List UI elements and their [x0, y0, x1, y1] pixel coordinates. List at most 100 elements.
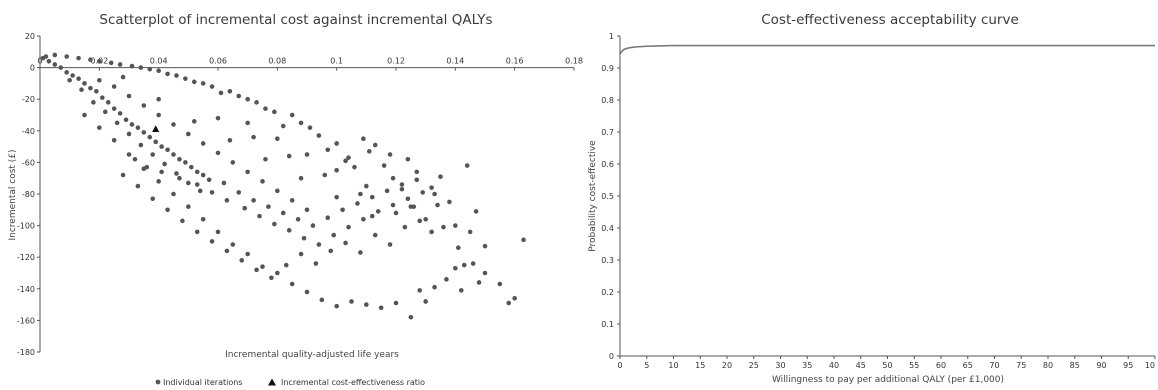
iteration-point: [387, 242, 393, 247]
iteration-point: [215, 229, 221, 235]
iteration-point: [153, 139, 158, 145]
scatterplot-y-tick-label: -20: [22, 95, 35, 104]
ceac-x-tick-label: 45: [856, 361, 866, 370]
iteration-point: [447, 199, 452, 205]
iteration-point: [194, 169, 200, 175]
iteration-point: [372, 232, 378, 238]
iteration-point: [384, 188, 390, 194]
iteration-point: [132, 156, 138, 162]
scatterplot-y-tick-label: -80: [22, 190, 35, 199]
iteration-point: [126, 152, 132, 157]
iteration-point: [191, 79, 197, 85]
iteration-point: [88, 85, 93, 91]
iteration-point: [497, 281, 503, 287]
ceac-y-tick-label: 0.4: [601, 224, 614, 233]
iteration-point: [174, 171, 179, 176]
iteration-point: [272, 109, 277, 115]
ceac-y-tick-label: 0.7: [601, 128, 614, 137]
iteration-point: [441, 224, 446, 230]
scatterplot-y-tick-label: -120: [17, 253, 35, 262]
iteration-point: [358, 191, 363, 197]
iteration-point: [361, 136, 366, 141]
iteration-point: [100, 95, 105, 100]
iteration-point: [378, 305, 384, 311]
iteration-point: [209, 84, 215, 89]
ceac-x-tick-label: 15: [695, 361, 705, 370]
iteration-point: [307, 125, 313, 130]
iteration-point: [304, 207, 310, 213]
iteration-point: [334, 168, 339, 173]
iteration-point: [171, 122, 176, 127]
iteration-point: [280, 210, 286, 216]
iteration-point: [64, 70, 69, 75]
iteration-point: [156, 179, 161, 184]
iteration-point: [316, 133, 322, 138]
iteration-point: [191, 119, 197, 124]
iteration-point: [141, 103, 147, 108]
ceac-y-tick-label: 1: [609, 32, 614, 41]
iteration-point: [186, 180, 191, 186]
ceac-y-tick-label: 0.2: [601, 288, 614, 297]
iteration-point: [180, 218, 185, 224]
iteration-point: [289, 112, 295, 118]
iteration-point: [411, 204, 417, 209]
iteration-point: [453, 265, 458, 271]
iteration-point: [171, 191, 176, 197]
ceac-x-tick-label: 40: [829, 361, 839, 370]
iteration-point: [399, 182, 405, 187]
ceac-x-tick-label: 35: [802, 361, 812, 370]
iteration-point: [171, 152, 176, 157]
iteration-point: [358, 250, 363, 255]
iteration-point: [245, 251, 250, 257]
ceac-x-tick-label: 75: [1016, 361, 1026, 370]
iteration-point: [390, 202, 396, 208]
ceac-x-tick-label: 10: [1145, 361, 1155, 370]
ceac-y-ticks: 1 0.9 0.8 0.7 0.6 0.5 0.4 0.3 0.2 0.1 0: [601, 32, 620, 361]
iteration-point: [189, 164, 194, 170]
ceac-y-tick-label: 0.9: [601, 64, 614, 73]
iteration-point: [52, 52, 58, 58]
scatterplot-y-ticks: 20 0 -20 -40 -60 -80 -100 -120 -140 -160 -180: [17, 32, 40, 357]
scatterplot-legend: Individual iterations Incremental cost-e…: [155, 378, 425, 387]
iteration-point: [346, 224, 351, 230]
iteration-point: [230, 242, 236, 247]
scatterplot-y-tick-label: 20: [25, 32, 35, 41]
iteration-point: [405, 156, 411, 162]
scatterplot-points: [40, 52, 526, 320]
iteration-point: [126, 93, 132, 99]
iteration-point: [390, 175, 396, 181]
iteration-point: [325, 215, 331, 220]
iteration-point: [266, 204, 271, 209]
iteration-point: [343, 240, 348, 246]
iteration-point: [521, 237, 526, 243]
iteration-point: [482, 270, 488, 276]
iteration-point: [372, 142, 378, 148]
iteration-point: [97, 125, 102, 130]
ceac-x-tick-label: 70: [989, 361, 999, 370]
ceac-x-tick-label: 55: [909, 361, 919, 370]
iteration-point: [117, 111, 123, 116]
scatterplot-y-tick-label: -160: [17, 316, 35, 325]
iteration-point: [316, 242, 322, 247]
iteration-point: [82, 112, 87, 118]
iteration-point: [343, 158, 348, 164]
iteration-point: [200, 81, 206, 86]
iteration-point: [165, 207, 170, 213]
iteration-point: [289, 281, 295, 287]
iteration-point: [200, 216, 206, 222]
iteration-point: [352, 164, 357, 170]
iteration-point: [236, 93, 242, 99]
iteration-point: [215, 150, 221, 156]
iteration-point: [67, 77, 72, 83]
iteration-point: [102, 109, 108, 115]
iteration-point: [111, 84, 117, 89]
iteration-point: [150, 196, 156, 202]
iteration-point: [197, 188, 203, 194]
iteration-point: [304, 152, 310, 157]
iteration-point: [473, 209, 479, 214]
iteration-point: [159, 144, 164, 149]
iteration-point: [319, 297, 325, 303]
iteration-point: [165, 147, 170, 153]
iteration-point: [46, 58, 52, 64]
